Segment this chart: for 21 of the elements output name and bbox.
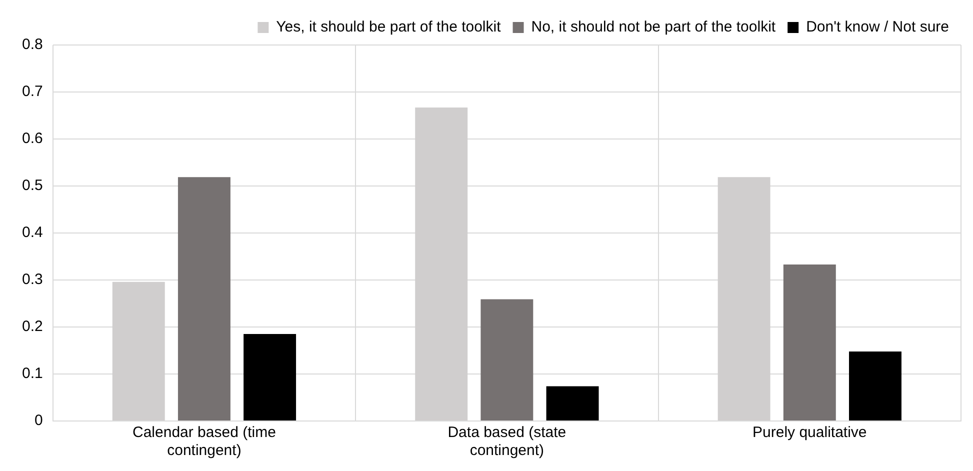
y-tick-label: 0.6 (22, 130, 43, 148)
y-tick-label: 0 (34, 412, 43, 430)
y-tick-label: 0.8 (22, 36, 43, 54)
bar (480, 299, 534, 420)
bar (848, 351, 902, 420)
bar (783, 264, 836, 420)
legend-label: Yes, it should be part of the toolkit (276, 18, 502, 36)
y-tick-label: 0.1 (22, 365, 43, 382)
y-tick-label: 0.2 (22, 318, 43, 336)
y-tick-label: 0.3 (22, 271, 43, 288)
x-tick-label: Purely qualitative (752, 424, 867, 442)
bar (244, 334, 296, 420)
legend-label: Don't know / Not sure (806, 18, 950, 36)
y-tick-label: 0.5 (22, 177, 43, 194)
x-tick-label: Data based (state contingent) (448, 424, 566, 460)
legend-label: No, it should not be part of the toolkit (531, 18, 776, 36)
x-tick-label: Calendar based (time contingent) (132, 424, 276, 460)
bar (546, 386, 599, 420)
bar (178, 177, 230, 420)
y-tick-label: 0.7 (22, 83, 43, 100)
y-tick-label: 0.4 (22, 224, 43, 242)
